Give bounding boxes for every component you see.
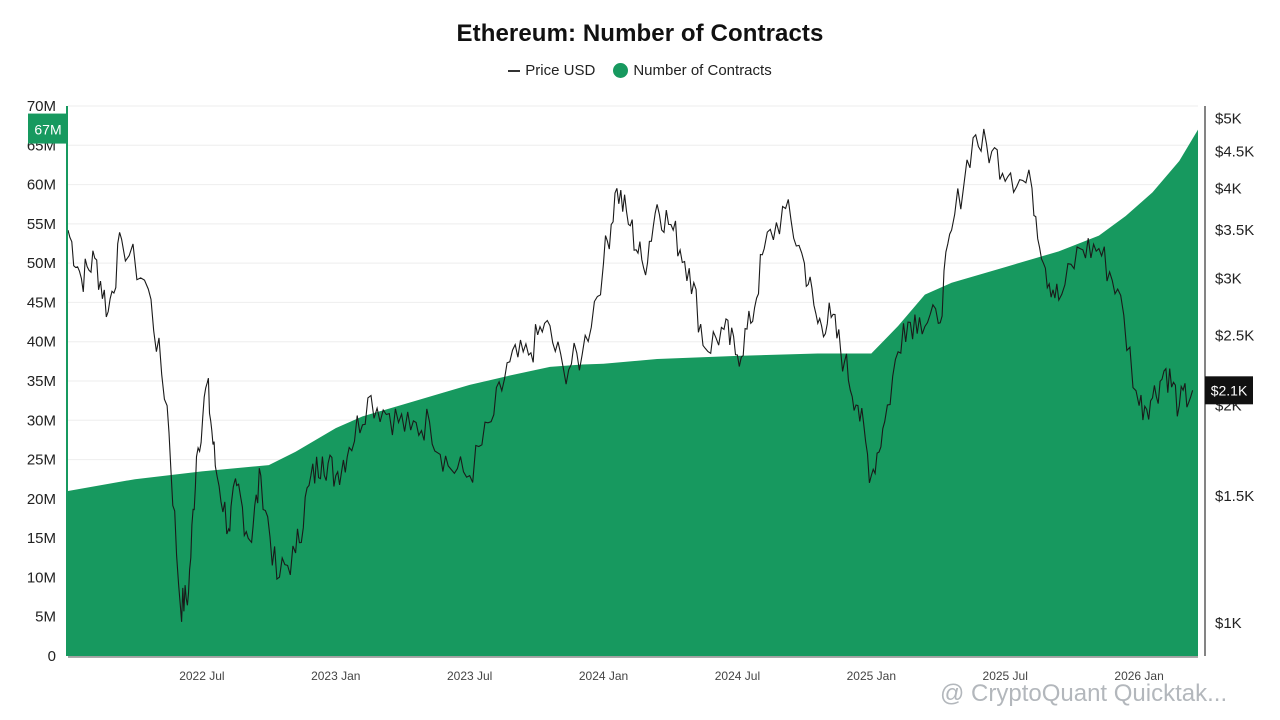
x-tick-label: 2023 Jan — [311, 669, 360, 683]
y-right-tick-label: $4.5K — [1215, 143, 1254, 160]
y-left-tick-label: 40M — [27, 334, 56, 351]
y-left-tick-label: 60M — [27, 177, 56, 194]
y-right-tick-label: $3.5K — [1215, 222, 1254, 239]
x-tick-label: 2026 Jan — [1114, 669, 1163, 683]
x-axis: 2022 Jul 2023 Jan 2023 Jul 2024 Jan 2024 Jul… — [68, 656, 1198, 683]
current-value-badges: 67M $2.1K — [28, 113, 1253, 405]
current-contracts-badge-label: 67M — [34, 122, 61, 138]
y-left-tick-label: 30M — [27, 412, 56, 429]
x-tick-label: 2025 Jul — [983, 669, 1028, 683]
x-tick-label: 2024 Jul — [715, 669, 760, 683]
y-left-tick-label: 25M — [27, 452, 56, 469]
watermark: @ CryptoQuant Quicktak... — [940, 680, 1228, 707]
y-right-tick-label: $4K — [1215, 180, 1242, 197]
legend-item-contracts[interactable]: Number of Contracts — [613, 62, 772, 79]
y-left-tick-label: 70M — [27, 98, 56, 115]
chart-legend: Price USD Number of Contracts — [0, 62, 1280, 79]
price-line — [67, 128, 1194, 622]
y-left-tick-label: 20M — [27, 491, 56, 508]
x-tick-label: 2025 Jan — [847, 669, 896, 683]
y-right-tick-label: $1K — [1215, 615, 1242, 632]
x-tick-label: 2023 Jul — [447, 669, 492, 683]
y-left-tick-label: 50M — [27, 255, 56, 272]
current-price-badge — [1205, 376, 1253, 405]
current-contracts-badge — [28, 113, 68, 144]
y-right-tick-label: $5K — [1215, 110, 1242, 127]
current-price-badge-label: $2.1K — [1211, 382, 1248, 398]
y-left-tick-label: 10M — [27, 569, 56, 586]
legend-item-price[interactable]: Price USD — [508, 62, 595, 79]
y-right-tick-label: $1.5K — [1215, 488, 1254, 505]
y-left-tick-label: 55M — [27, 216, 56, 233]
legend-contracts-dot-icon — [613, 63, 629, 78]
y-left-tick-label: 35M — [27, 373, 56, 390]
legend-price-line-icon — [508, 69, 521, 72]
legend-price-label: Price USD — [525, 62, 596, 79]
contracts-area — [68, 129, 1198, 657]
legend-contracts-label: Number of Contracts — [633, 62, 772, 79]
y-right-tick-label: $3K — [1215, 270, 1242, 287]
y-left-tick-label: 0 — [48, 648, 56, 665]
x-tick-label: 2022 Jul — [179, 669, 224, 683]
y-left-tick-label: 15M — [27, 530, 56, 547]
y-left-tick-label: 45M — [27, 294, 56, 311]
chart-title: Ethereum: Number of Contracts — [456, 20, 824, 47]
x-tick-label: 2024 Jan — [579, 669, 628, 683]
y-axis-left: 05M10M15M20M25M30M35M40M45M50M55M60M65M7… — [27, 98, 68, 665]
y-right-tick-label: $2.5K — [1215, 328, 1254, 345]
y-left-tick-label: 5M — [35, 609, 56, 626]
